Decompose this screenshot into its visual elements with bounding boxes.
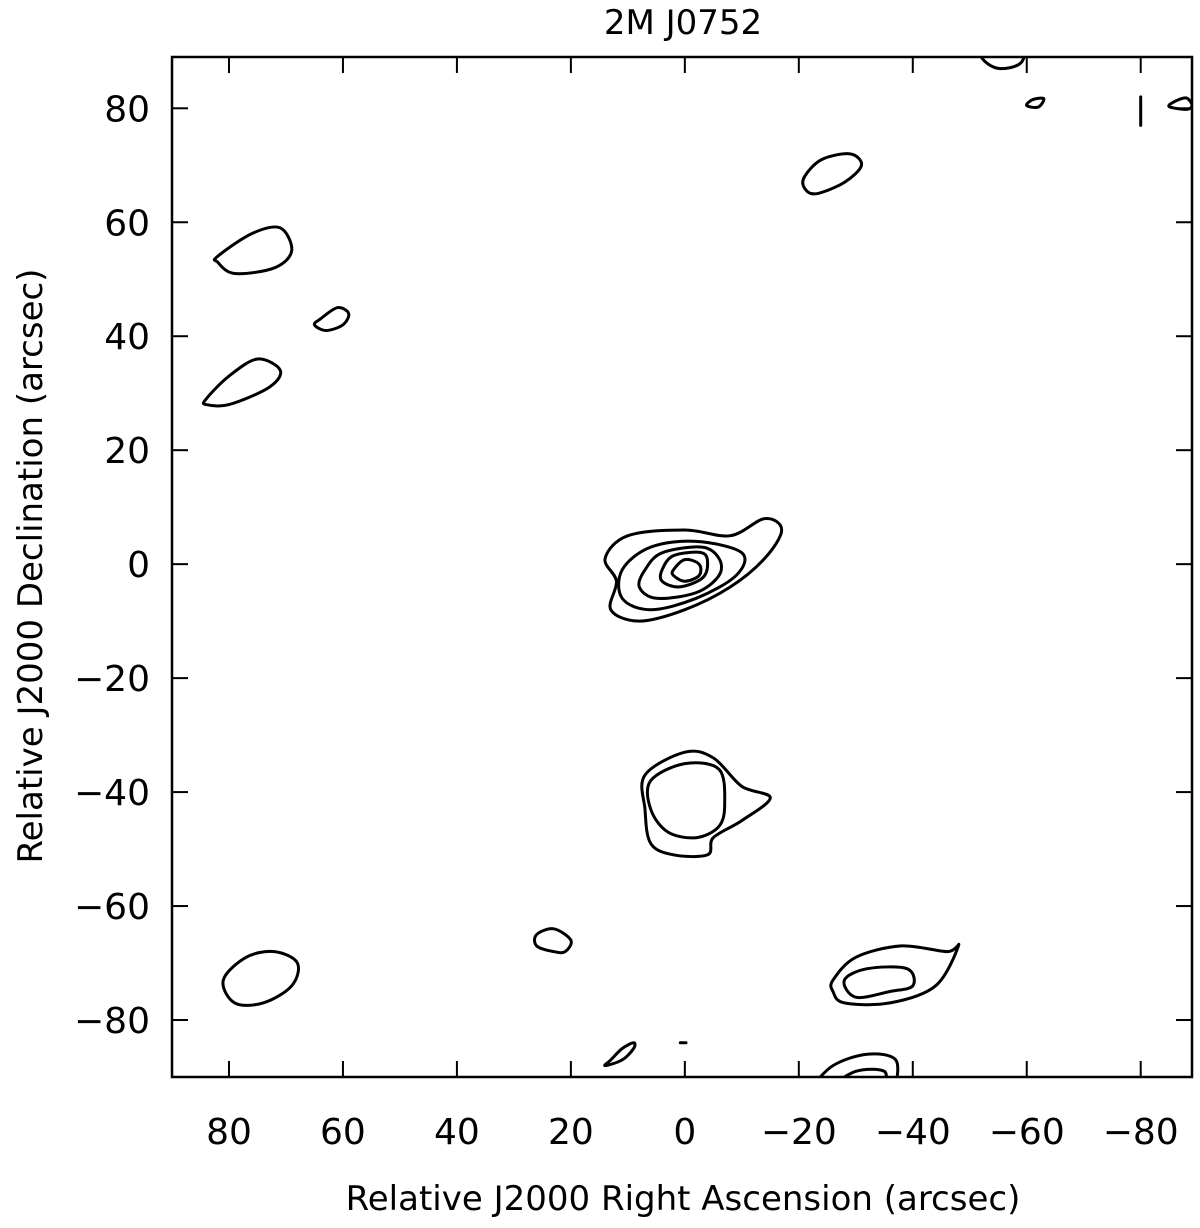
x-tick-label: 80 bbox=[206, 1112, 252, 1153]
contour-bottom-source-outer bbox=[818, 1052, 900, 1077]
y-tick-label: 80 bbox=[104, 89, 150, 130]
plot-frame bbox=[170, 55, 1194, 1079]
x-tick-label: 20 bbox=[548, 1112, 594, 1153]
contour-southeast-source-outer bbox=[829, 942, 961, 1007]
contour-bottom-left-small bbox=[603, 1041, 637, 1068]
x-tick-label: 0 bbox=[673, 1112, 696, 1153]
contour-top-right-arc bbox=[979, 57, 1026, 71]
x-axis-label: Relative J2000 Right Ascension (arcsec) bbox=[346, 1179, 1021, 1219]
contour-central-source-level-4 bbox=[658, 550, 710, 589]
y-tick-label: 0 bbox=[127, 545, 150, 586]
x-axis-tick-labels: 80 60 40 20 0 −20 −40 −60 −80 bbox=[206, 1112, 1179, 1153]
y-tick-label: 20 bbox=[104, 431, 150, 472]
contour-north-blob bbox=[801, 152, 864, 196]
contour-northwest-blob-lower bbox=[201, 357, 283, 408]
contour-central-source-level-5 bbox=[670, 557, 703, 583]
contour-central-source-level-3 bbox=[637, 545, 724, 600]
y-axis-tick-labels: 80 60 40 20 0 −20 −40 −60 −80 bbox=[74, 89, 150, 1042]
contour-south-source-outer bbox=[640, 749, 772, 859]
y-tick-label: 60 bbox=[104, 203, 150, 244]
x-tick-label: −40 bbox=[875, 1112, 951, 1153]
x-axis-ticks bbox=[227, 57, 1142, 1077]
x-tick-label: 60 bbox=[320, 1112, 366, 1153]
y-axis-ticks bbox=[172, 107, 1192, 1022]
x-tick-label: −20 bbox=[761, 1112, 837, 1153]
y-tick-label: −80 bbox=[74, 1001, 150, 1042]
y-tick-label: −20 bbox=[74, 659, 150, 700]
contour-central-source-level-1 bbox=[603, 517, 784, 623]
contour-top-right-small-2 bbox=[1167, 96, 1192, 111]
contour-southwest-ellipse bbox=[221, 949, 300, 1007]
x-tick-label: −80 bbox=[1103, 1112, 1179, 1153]
contour-bottom-source-inner bbox=[841, 1067, 888, 1077]
y-tick-label: −40 bbox=[74, 773, 150, 814]
y-tick-label: −60 bbox=[74, 887, 150, 928]
y-axis-label: Relative J2000 Declination (arcsec) bbox=[11, 269, 51, 864]
y-tick-label: 40 bbox=[104, 317, 150, 358]
contour-northwest-blob-upper bbox=[212, 225, 294, 276]
contour-south-source-inner bbox=[645, 761, 727, 840]
contour-top-right-small-1 bbox=[1025, 96, 1046, 110]
contour-central-source-level-2 bbox=[617, 539, 747, 612]
x-tick-label: 40 bbox=[434, 1112, 480, 1153]
x-tick-label: −60 bbox=[989, 1112, 1065, 1153]
contour-southeast-source-inner bbox=[842, 965, 916, 1000]
contour-south-small-blob bbox=[533, 927, 573, 955]
chart-title: 2M J0752 bbox=[604, 3, 762, 43]
contour-northwest-blob-small bbox=[312, 306, 351, 332]
contour-lines bbox=[201, 57, 1192, 1077]
